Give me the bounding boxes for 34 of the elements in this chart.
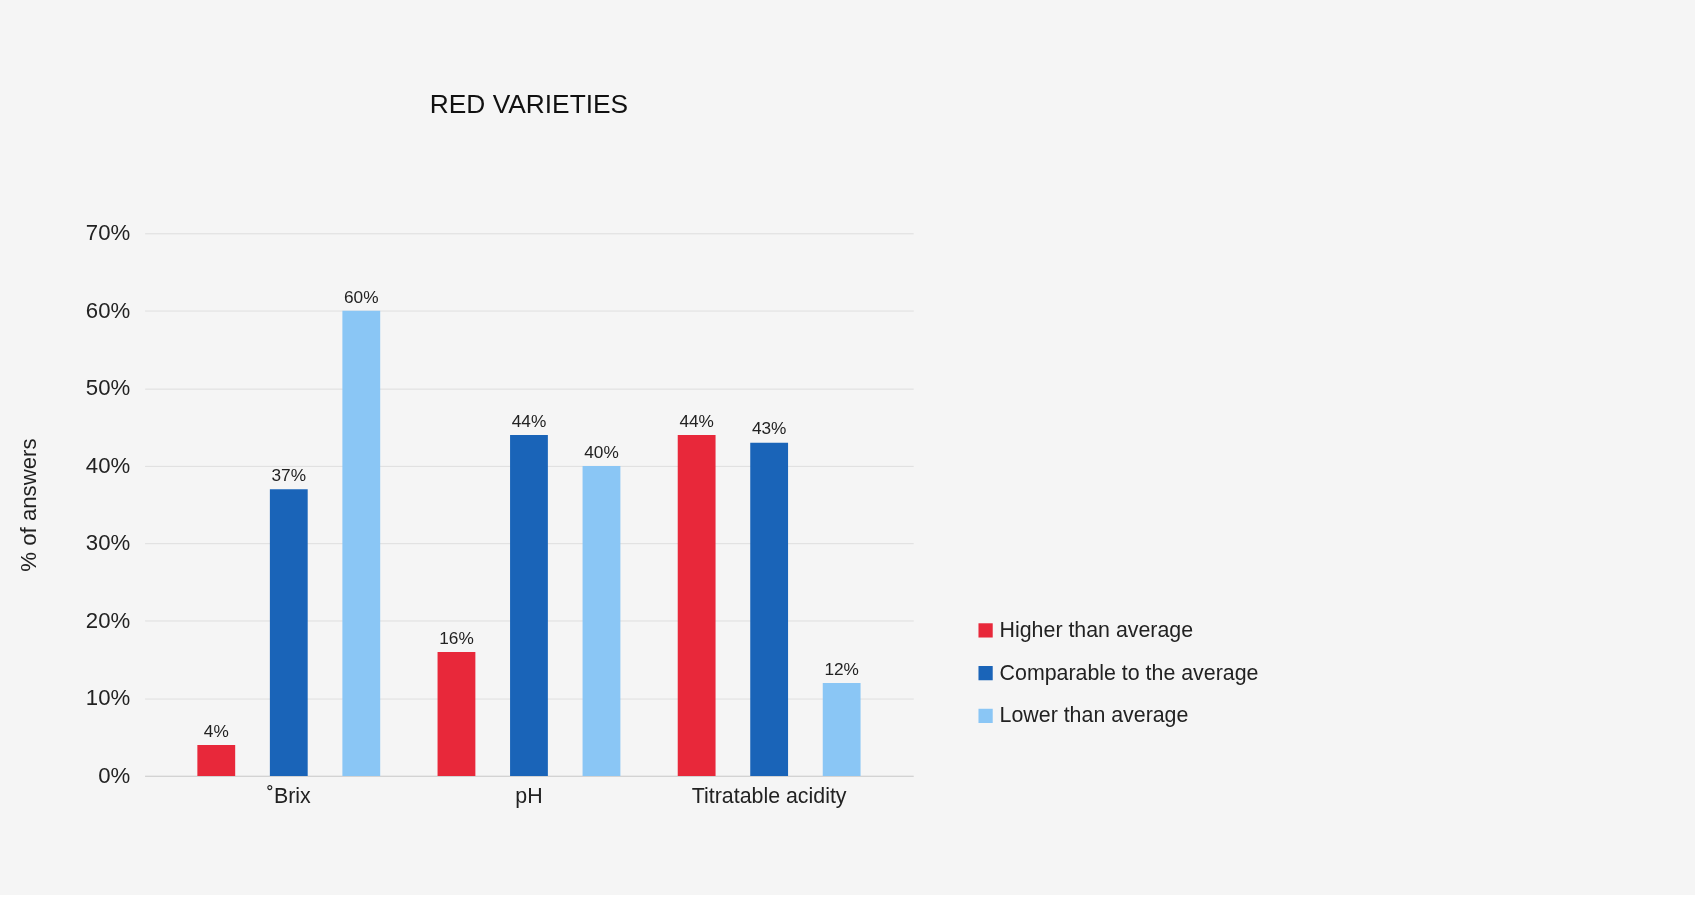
bar — [510, 434, 548, 776]
y-tick-label: 50% — [85, 375, 131, 401]
data-label: 60% — [344, 286, 379, 307]
bar — [197, 744, 236, 776]
data-label: 43% — [751, 418, 787, 439]
bar — [582, 465, 621, 776]
y-tick-label: 70% — [85, 220, 131, 246]
y-tick-label: 10% — [85, 685, 131, 711]
data-label: 44% — [679, 410, 714, 431]
chart-title: RED VARIETIES — [429, 89, 629, 120]
legend-label: Comparable to the average — [999, 660, 1259, 685]
y-axis-title: % of answers — [15, 438, 41, 572]
y-tick-label: 60% — [85, 297, 131, 323]
data-label: 4% — [203, 720, 229, 741]
y-tick-label: 20% — [85, 607, 131, 633]
bar — [437, 651, 476, 776]
data-label: 40% — [584, 441, 619, 462]
data-label: 16% — [439, 627, 474, 648]
bar — [677, 434, 716, 776]
x-tick-label: pH — [515, 784, 543, 809]
bar — [269, 489, 308, 776]
y-tick-label: 0% — [98, 762, 131, 788]
y-tick-label: 30% — [85, 530, 131, 556]
data-label: 12% — [824, 658, 859, 679]
legend-label: Higher than average — [999, 617, 1194, 642]
data-label: 37% — [271, 464, 307, 485]
bar — [750, 442, 789, 776]
data-label: 44% — [511, 410, 547, 431]
x-tick-label: Titratable acidity — [691, 784, 847, 809]
legend-label: Lower than average — [999, 703, 1189, 728]
bar — [342, 310, 381, 776]
y-tick-label: 40% — [85, 452, 131, 478]
bar — [822, 682, 861, 776]
x-tick-label: ˚Brix — [266, 784, 312, 809]
